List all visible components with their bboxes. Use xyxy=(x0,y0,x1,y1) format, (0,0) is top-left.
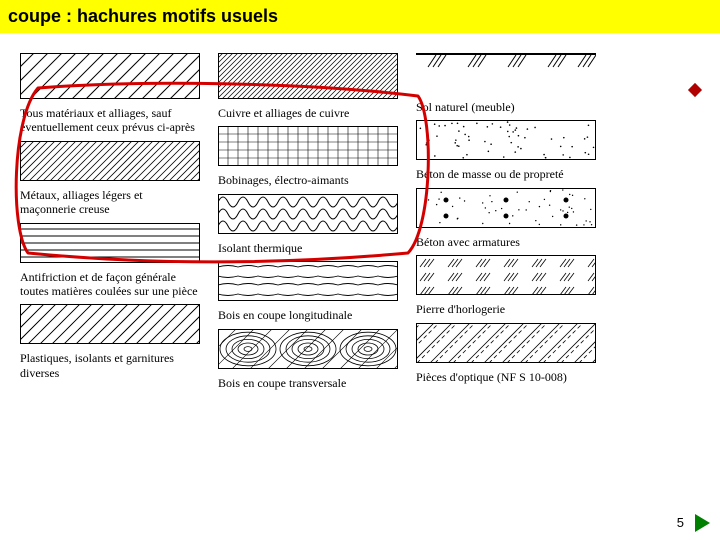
swatch-caption: Sol naturel (meuble) xyxy=(416,100,596,114)
swatch-caption: Pierre d'horlogerie xyxy=(416,302,596,316)
swatch-wood_long xyxy=(218,261,398,301)
pattern-cell: Pierre d'horlogerie xyxy=(416,255,596,316)
swatch-hatch45_dense xyxy=(218,53,398,99)
swatch-hatch45_fine xyxy=(20,141,200,181)
pattern-cell: Bois en coupe transversale xyxy=(218,329,398,390)
pattern-cell: Tous matériaux et alliages, sauf éventue… xyxy=(20,53,200,135)
swatch-caption: Bobinages, électro-aimants xyxy=(218,173,398,187)
swatch-caption: Bois en coupe longitudinale xyxy=(218,308,398,322)
swatch-caption: Plastiques, isolants et garnitures diver… xyxy=(20,351,200,380)
page-title: coupe : hachures motifs usuels xyxy=(8,6,278,26)
pattern-cell: Isolant thermique xyxy=(218,194,398,255)
pattern-cell: Bois en coupe longitudinale xyxy=(218,261,398,322)
pattern-cell: Cuivre et alliages de cuivre xyxy=(218,53,398,120)
pattern-cell: Béton de masse ou de propreté xyxy=(416,120,596,181)
swatch-wave xyxy=(218,194,398,234)
swatch-caption: Antifriction et de façon générale toutes… xyxy=(20,270,200,299)
pattern-cell: Pièces d'optique (NF S 10-008) xyxy=(416,323,596,384)
column-0: Tous matériaux et alliages, sauf éventue… xyxy=(20,53,200,396)
pattern-cell: Sol naturel (meuble) xyxy=(416,53,596,114)
swatch-wood_trans xyxy=(218,329,398,369)
swatch-dots_rebar xyxy=(416,188,596,228)
next-arrow-icon[interactable] xyxy=(695,514,710,532)
patterns-grid: Tous matériaux et alliages, sauf éventue… xyxy=(0,33,720,396)
swatch-caption: Métaux, alliages légers et maçonnerie cr… xyxy=(20,188,200,217)
swatch-caption: Bois en coupe transversale xyxy=(218,376,398,390)
swatch-caption: Isolant thermique xyxy=(218,241,398,255)
swatch-grid xyxy=(218,126,398,166)
swatch-caption: Tous matériaux et alliages, sauf éventue… xyxy=(20,106,200,135)
swatch-hatch45 xyxy=(20,53,200,99)
swatch-dots_sparse xyxy=(416,120,596,160)
swatch-caption: Béton avec armatures xyxy=(416,235,596,249)
swatch-caption: Pièces d'optique (NF S 10-008) xyxy=(416,370,596,384)
swatch-cross45 xyxy=(20,304,200,344)
pattern-cell: Béton avec armatures xyxy=(416,188,596,249)
swatch-caption: Cuivre et alliages de cuivre xyxy=(218,106,398,120)
column-1: Cuivre et alliages de cuivre Bobinages, é… xyxy=(218,53,398,396)
title-bar: coupe : hachures motifs usuels xyxy=(0,0,720,33)
page-number: 5 xyxy=(677,515,684,530)
pattern-cell: Antifriction et de façon générale toutes… xyxy=(20,223,200,299)
swatch-optic xyxy=(416,323,596,363)
swatch-caption: Béton de masse ou de propreté xyxy=(416,167,596,181)
column-2: Sol naturel (meuble) Béton de masse ou de… xyxy=(416,53,596,396)
swatch-horiz xyxy=(20,223,200,263)
swatch-soil xyxy=(416,53,596,93)
pattern-cell: Bobinages, électro-aimants xyxy=(218,126,398,187)
pattern-cell: Plastiques, isolants et garnitures diver… xyxy=(20,304,200,380)
pattern-cell: Métaux, alliages légers et maçonnerie cr… xyxy=(20,141,200,217)
swatch-stone xyxy=(416,255,596,295)
